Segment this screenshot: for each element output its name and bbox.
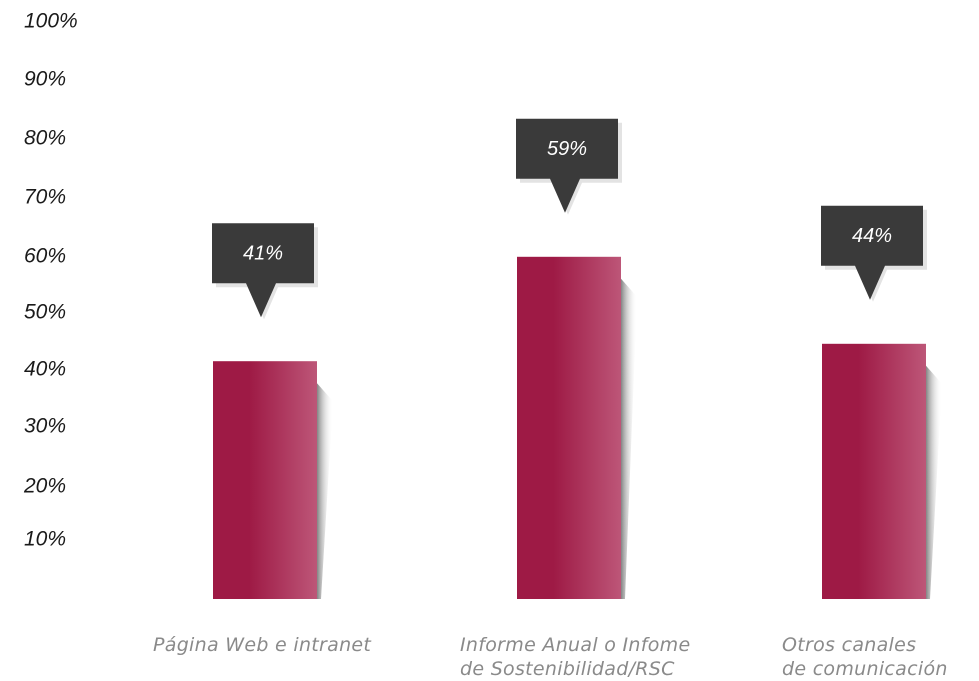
- data-label: 59%: [547, 138, 587, 160]
- category-labels-layer: Página Web e intranet Informe Anual o Inf…: [153, 634, 948, 680]
- y-tick-label: 90%: [24, 68, 66, 91]
- y-tick-label: 20%: [23, 475, 66, 498]
- bar: [517, 256, 621, 599]
- data-label-callout: [821, 205, 923, 300]
- bar-shadow: [621, 278, 637, 599]
- y-tick-label: 80%: [24, 127, 66, 150]
- category-label: Otros canales: [782, 634, 916, 656]
- category-label: de comunicación: [782, 658, 948, 680]
- data-labels-layer: 41% 59% 44%: [212, 118, 927, 320]
- data-label: 44%: [852, 225, 892, 247]
- bar-shadow: [926, 365, 942, 599]
- y-tick-label: 40%: [24, 358, 66, 381]
- category-label: Informe Anual o Infome: [460, 634, 690, 656]
- y-tick-label: 100%: [24, 10, 78, 33]
- y-tick-label: 50%: [24, 301, 66, 324]
- data-label-callout: [516, 118, 618, 213]
- bars-layer: [213, 256, 942, 599]
- data-label-callout: [212, 223, 314, 318]
- bar: [213, 361, 317, 599]
- y-tick-label: 70%: [24, 186, 66, 209]
- y-tick-label: 60%: [24, 245, 66, 268]
- y-tick-label: 30%: [24, 415, 66, 438]
- bar: [822, 343, 926, 599]
- category-label: Página Web e intranet: [153, 634, 372, 656]
- category-label: de Sostenibilidad/RSC: [460, 658, 675, 680]
- bar-shadow: [317, 383, 333, 599]
- data-label: 41%: [243, 242, 283, 264]
- y-axis-tick-labels: 100% 90% 80% 70% 60% 50% 40% 30% 20% 10%: [23, 10, 78, 551]
- y-tick-label: 10%: [24, 528, 66, 551]
